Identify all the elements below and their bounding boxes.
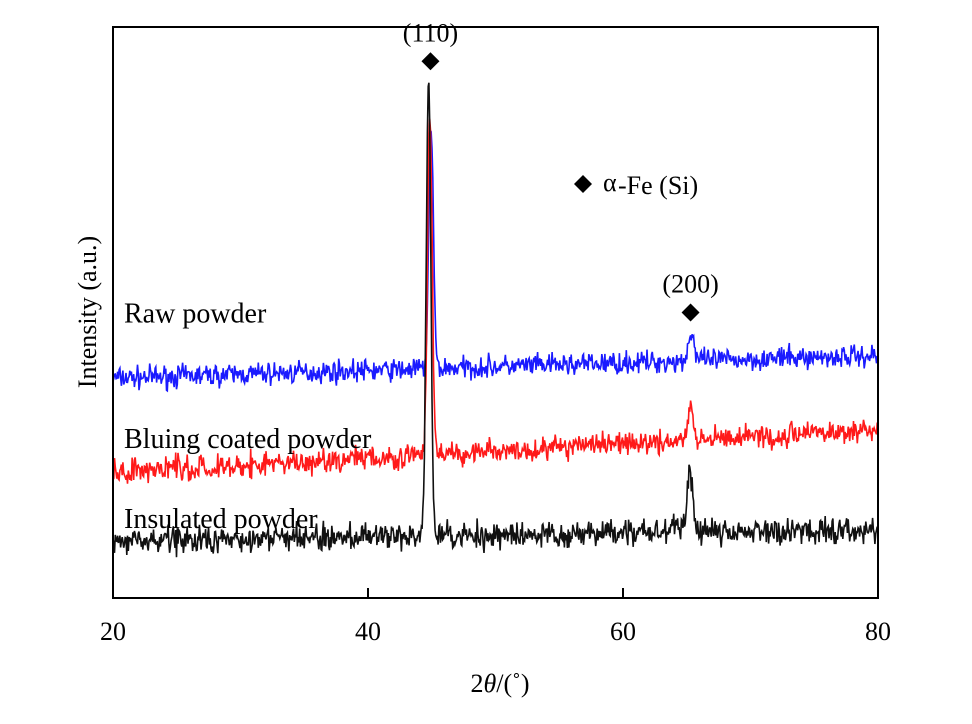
x-tick-label-1: 40 — [355, 617, 381, 646]
series-label-1: Bluing coated powder — [124, 424, 372, 455]
peak-annotations: (110) (200) — [403, 18, 719, 322]
series-line-0 — [112, 130, 879, 393]
x-tick-label-2: 60 — [610, 617, 636, 646]
peak-marker-1 — [681, 303, 700, 322]
series-labels: Raw powder Bluing coated powder Insulated … — [124, 299, 372, 536]
x-tick-label-3: 80 — [865, 617, 891, 646]
legend-greek-alpha: α — [603, 168, 617, 197]
x-tick-label-0: 20 — [100, 617, 126, 646]
series-line-1 — [112, 118, 879, 484]
series-line-2 — [112, 82, 879, 558]
plot-frame — [112, 26, 879, 599]
series-layer — [112, 82, 879, 558]
peak-label-0: (110) — [403, 18, 458, 47]
series-label-2: Insulated powder — [124, 504, 318, 535]
peak-marker-0 — [421, 52, 440, 71]
legend-diamond-marker — [574, 175, 592, 193]
x-axis: 20 40 60 80 — [100, 588, 891, 646]
x-axis-title: 2θ/(˚) — [471, 669, 530, 698]
series-label-0: Raw powder — [124, 299, 267, 330]
peak-label-1: (200) — [662, 270, 718, 299]
y-axis-title: Intensity (a.u.) — [73, 236, 102, 388]
legend-label: -Fe (Si) — [618, 171, 698, 200]
legend: α -Fe (Si) — [574, 168, 698, 200]
